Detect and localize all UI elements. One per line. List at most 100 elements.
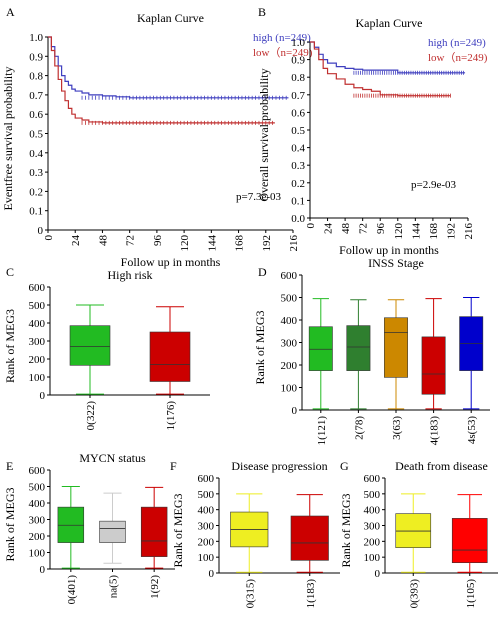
category-label: 1(121) — [316, 416, 328, 446]
chart-title: Kaplan Curve — [356, 16, 423, 30]
panel-label: G — [340, 459, 349, 473]
y-tick-label: 0.6 — [291, 107, 305, 119]
x-tick-label: 144 — [206, 235, 218, 252]
box-group — [346, 299, 371, 410]
box-iqr — [421, 336, 446, 395]
y-tick-label: 100 — [29, 548, 46, 560]
x-tick-label: 168 — [234, 235, 246, 252]
panel-e: E MYCN status 0 100 200 300 400 500 600 Rank of M… — [3, 451, 175, 604]
y-tick-label: 100 — [29, 372, 46, 384]
y-tick-label: 300 — [198, 521, 215, 533]
y-tick-label: 0.8 — [291, 72, 305, 84]
box-iqr — [99, 520, 126, 543]
chart-title: Disease progression — [231, 459, 327, 473]
y-tick-label: 0.2 — [291, 178, 305, 190]
x-tick-label: 72 — [125, 235, 137, 246]
box-group — [459, 297, 484, 410]
x-tick-label: 216 — [463, 223, 475, 240]
x-axis-label: Follow up in months — [339, 243, 439, 257]
chart-title: MYCN status — [79, 451, 146, 465]
p-value-annotation: p=7.3e-03 — [236, 191, 281, 203]
y-tick-label: 200 — [281, 360, 298, 372]
box-iqr — [149, 331, 191, 382]
y-tick-label: 200 — [29, 354, 46, 366]
box-iqr — [346, 325, 371, 371]
y-tick-label: 600 — [198, 473, 215, 485]
y-tick-label: 0.9 — [29, 51, 43, 63]
y-tick-label: 0.8 — [29, 71, 43, 83]
y-tick-label: 200 — [198, 536, 215, 548]
y-tick-label: 0.3 — [29, 167, 43, 179]
y-tick-label: 100 — [198, 552, 215, 564]
x-tick-label: 0 — [43, 235, 55, 241]
x-tick-label: 192 — [445, 223, 457, 240]
box-iqr — [290, 515, 329, 561]
y-axis-label: Rank of MEG3 — [171, 494, 185, 568]
box-group — [140, 486, 168, 569]
box-group — [230, 493, 269, 573]
category-label: 0(315) — [244, 579, 256, 609]
box-iqr — [140, 506, 168, 557]
box-iqr — [308, 326, 333, 371]
y-axis-label: Rank of MEG3 — [3, 309, 17, 383]
y-axis-label: Eventfree survival probability — [1, 67, 15, 211]
y-tick-label: 400 — [281, 315, 298, 327]
y-tick-label: 200 — [364, 536, 381, 548]
y-axis-label: Rank of MEG3 — [339, 494, 353, 568]
box-iqr — [451, 518, 488, 564]
panel-f: F Disease progression 0 100 200 300 400 500 600 R… — [170, 459, 340, 608]
x-tick-label: 120 — [179, 235, 191, 252]
category-label: 1(92) — [149, 575, 161, 599]
chart-title: Kaplan Curve — [137, 11, 204, 25]
y-tick-label: 500 — [29, 300, 46, 312]
y-tick-label: 500 — [198, 489, 215, 501]
y-tick-label: 300 — [29, 336, 46, 348]
y-tick-label: 0 — [292, 405, 298, 417]
y-tick-label: 0 — [209, 568, 215, 580]
panel-label: A — [6, 5, 15, 19]
x-tick-label: 0 — [305, 223, 317, 229]
km-series-line — [310, 41, 451, 97]
category-label: 4s(53) — [466, 416, 478, 444]
box-group — [290, 494, 329, 573]
x-axis-label: Follow up in months — [121, 255, 221, 269]
y-tick-label: 500 — [29, 482, 46, 494]
y-tick-label: 300 — [364, 521, 381, 533]
panel-g: G Death from disease 0 100 200 300 400 500 600 Ra… — [339, 459, 498, 608]
y-tick-label: 500 — [281, 293, 298, 305]
box-iqr — [69, 325, 111, 366]
y-tick-label: 100 — [364, 552, 381, 564]
x-tick-label: 48 — [97, 235, 109, 247]
y-axis-label: Rank of MEG3 — [253, 311, 267, 385]
y-tick-label: 0.6 — [29, 109, 43, 121]
y-tick-label: 0.3 — [291, 160, 305, 172]
box-group — [149, 306, 191, 395]
chart-title: INSS Stage — [368, 256, 424, 270]
y-tick-label: 600 — [281, 270, 298, 282]
category-label: 0(401) — [66, 575, 78, 605]
y-tick-label: 400 — [29, 498, 46, 510]
y-tick-label: 500 — [364, 489, 381, 501]
category-label: 0(393) — [408, 579, 420, 609]
y-tick-label: 300 — [29, 515, 46, 527]
y-tick-label: 0.4 — [291, 143, 305, 155]
y-tick-label: 0.1 — [291, 195, 305, 207]
x-tick-label: 72 — [358, 223, 370, 234]
km-series-line — [48, 36, 275, 124]
chart-title: Death from disease — [395, 459, 488, 473]
category-label: na(5) — [108, 575, 120, 599]
x-tick-label: 96 — [375, 223, 387, 235]
y-tick-label: 0.5 — [29, 129, 43, 141]
y-tick-label: 1.0 — [29, 32, 43, 44]
box-group — [57, 486, 85, 569]
y-tick-label: 0 — [40, 390, 46, 402]
chart-title: High risk — [108, 268, 153, 282]
y-tick-label: 400 — [29, 318, 46, 330]
panel-label: C — [6, 265, 14, 279]
y-tick-label: 600 — [29, 465, 46, 477]
category-label: 1(183) — [305, 579, 317, 609]
y-axis-label: Rank of MEG3 — [3, 488, 17, 562]
category-label: 0(322) — [85, 401, 97, 431]
legend-entry: low（n=249) — [253, 46, 313, 59]
